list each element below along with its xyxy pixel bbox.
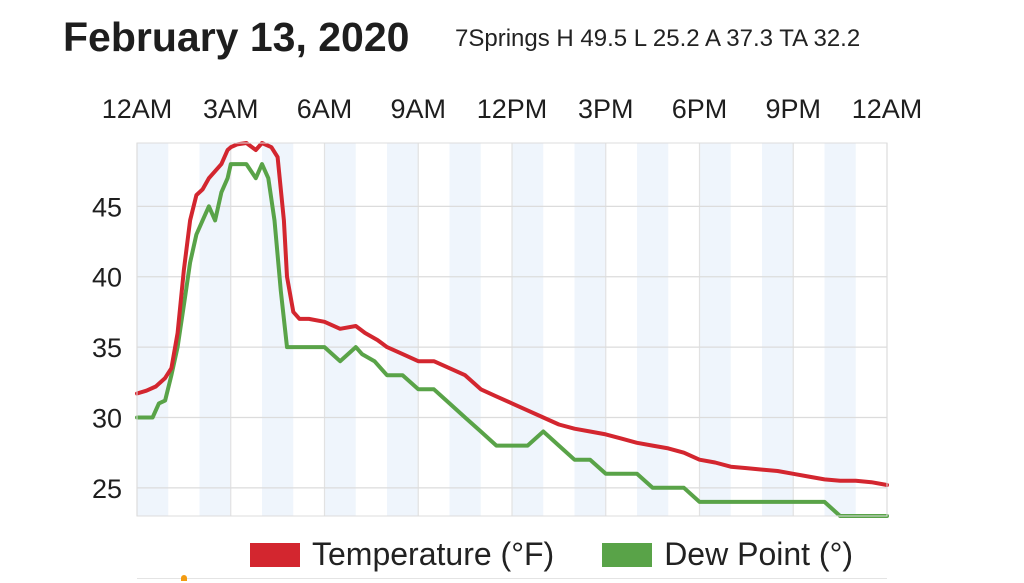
temperature-swatch	[250, 542, 300, 567]
y-tick-labels: 25 30 35 40 45	[92, 192, 122, 504]
divider	[137, 578, 887, 579]
x-tick-labels: 12AM 3AM 6AM 9AM 12PM 3PM 6PM 9PM 12AM	[102, 94, 923, 124]
hour-band	[387, 143, 419, 516]
x-tick-label: 12AM	[852, 94, 923, 124]
page-title: February 13, 2020	[63, 14, 410, 60]
hour-bands	[137, 143, 856, 516]
temperature-line	[135, 141, 889, 487]
y-tick-label: 30	[92, 403, 122, 433]
hour-band	[199, 143, 231, 516]
x-tick-label: 6PM	[672, 94, 728, 124]
plot-frame	[136, 142, 888, 517]
x-tick-label: 9PM	[765, 94, 821, 124]
y-tick-label: 45	[92, 192, 122, 222]
legend: Temperature (°F) Dew Point (°)	[250, 536, 901, 573]
x-tick-label: 3AM	[203, 94, 259, 124]
dewpoint-label: Dew Point (°)	[664, 536, 854, 572]
hour-band	[574, 143, 606, 516]
hour-band	[137, 143, 169, 516]
hour-band	[762, 143, 794, 516]
y-tick-label: 40	[92, 263, 122, 293]
hour-band	[449, 143, 481, 516]
temperature-label: Temperature (°F)	[312, 536, 555, 572]
y-tick-label: 25	[92, 474, 122, 504]
hour-band	[262, 143, 294, 516]
station-summary: 7Springs H 49.5 L 25.2 A 37.3 TA 32.2	[455, 25, 861, 52]
legend-item-dewpoint[interactable]: Dew Point (°)	[602, 536, 853, 573]
partial-marker-icon	[181, 575, 187, 581]
dewpoint-line	[135, 162, 889, 518]
x-tick-label: 6AM	[297, 94, 353, 124]
legend-item-temperature[interactable]: Temperature (°F)	[250, 536, 554, 573]
x-tick-label: 9AM	[390, 94, 446, 124]
hour-band	[637, 143, 669, 516]
dewpoint-swatch	[602, 542, 653, 567]
hour-band	[699, 143, 731, 516]
y-tick-label: 35	[92, 333, 122, 363]
hour-band	[512, 143, 544, 516]
x-tick-label: 12AM	[102, 94, 173, 124]
series-lines	[135, 141, 889, 518]
temperature-chart: 12AM 3AM 6AM 9AM 12PM 3PM 6PM 9PM 12AM 25 30 35 40 4…	[92, 94, 923, 518]
x-tick-label: 3PM	[578, 94, 634, 124]
hour-band	[824, 143, 856, 516]
x-tick-label: 12PM	[477, 94, 548, 124]
